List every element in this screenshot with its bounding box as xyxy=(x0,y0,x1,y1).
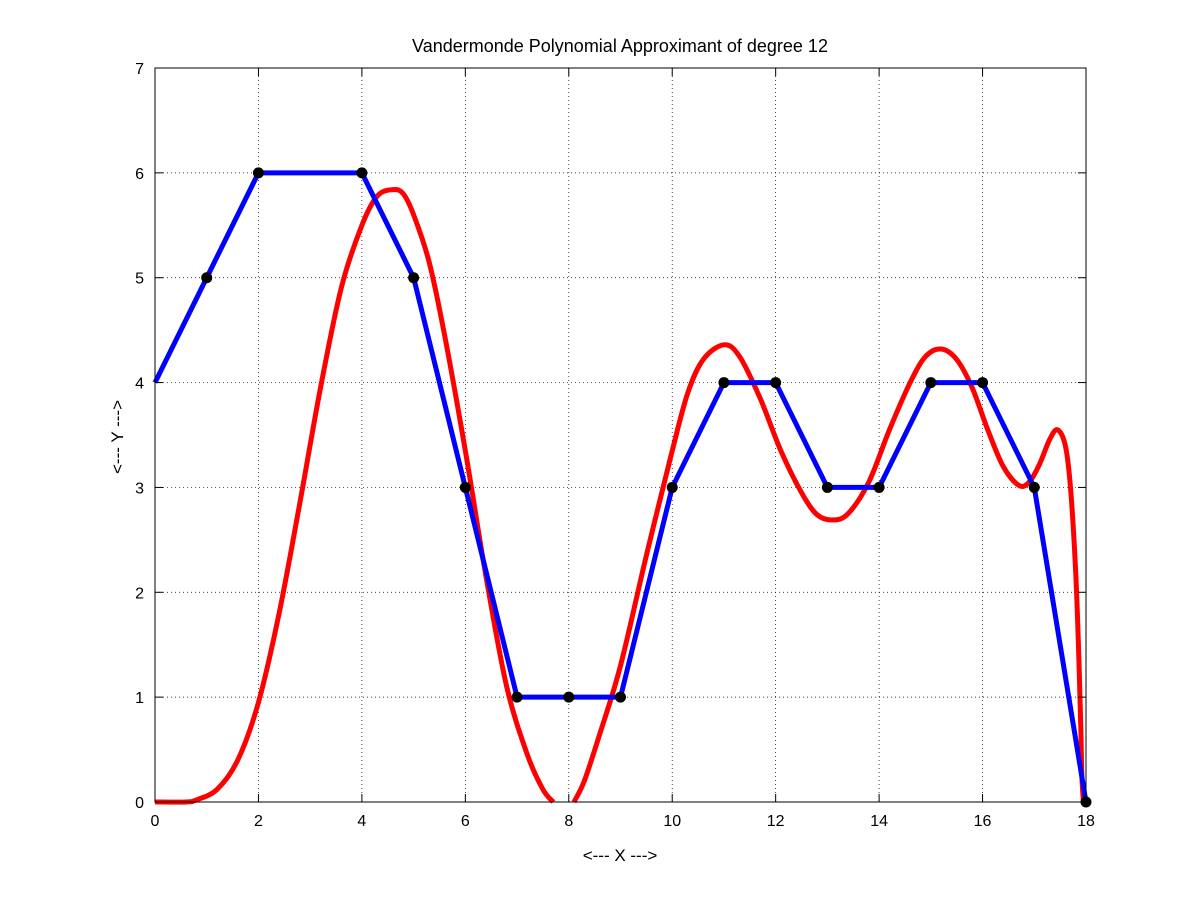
data-point-marker xyxy=(356,167,368,179)
x-tick-label: 2 xyxy=(254,813,263,830)
y-tick-label: 7 xyxy=(135,61,144,78)
y-tick-label: 2 xyxy=(135,585,144,602)
red-polynomial-curve-1 xyxy=(571,342,1086,804)
chart-title: Vandermonde Polynomial Approximant of de… xyxy=(412,36,828,56)
data-point-marker xyxy=(666,481,678,493)
x-tick-label: 6 xyxy=(461,813,470,830)
data-point-marker xyxy=(873,481,885,493)
y-tick-label: 5 xyxy=(135,271,144,288)
data-point-marker xyxy=(459,481,471,493)
y-axis-label: <--- Y ---> xyxy=(108,400,127,474)
y-tick-label: 4 xyxy=(135,376,144,393)
data-point-marker xyxy=(252,167,264,179)
data-point-marker xyxy=(821,481,833,493)
data-point-marker xyxy=(408,272,420,284)
data-point-marker xyxy=(977,377,989,389)
blue-data-line xyxy=(152,170,1089,803)
x-tick-label: 14 xyxy=(870,813,888,830)
y-tick-label: 0 xyxy=(135,795,144,812)
marker-layer xyxy=(201,167,1092,808)
x-tick-label: 16 xyxy=(974,813,992,830)
data-point-marker xyxy=(563,691,575,703)
series-layer xyxy=(152,170,1089,805)
data-point-marker xyxy=(511,691,523,703)
data-point-marker xyxy=(925,377,937,389)
y-tick-label: 1 xyxy=(135,690,144,707)
data-point-marker xyxy=(201,272,213,284)
y-tick-label: 3 xyxy=(135,480,144,497)
data-point-marker xyxy=(615,691,626,703)
x-tick-label: 8 xyxy=(564,813,573,830)
x-tick-label: 10 xyxy=(663,813,681,830)
data-point-marker xyxy=(718,377,730,389)
x-tick-label: 18 xyxy=(1077,813,1095,830)
x-axis-label: <--- X ---> xyxy=(583,846,658,865)
data-point-marker xyxy=(1028,481,1040,493)
data-point-marker xyxy=(770,377,782,389)
x-tick-label: 0 xyxy=(151,813,160,830)
x-tick-label: 12 xyxy=(767,813,785,830)
axes-frame xyxy=(154,67,1087,803)
x-tick-label: 4 xyxy=(357,813,366,830)
red-polynomial-curve-0 xyxy=(154,187,556,805)
y-tick-label: 6 xyxy=(135,166,144,183)
